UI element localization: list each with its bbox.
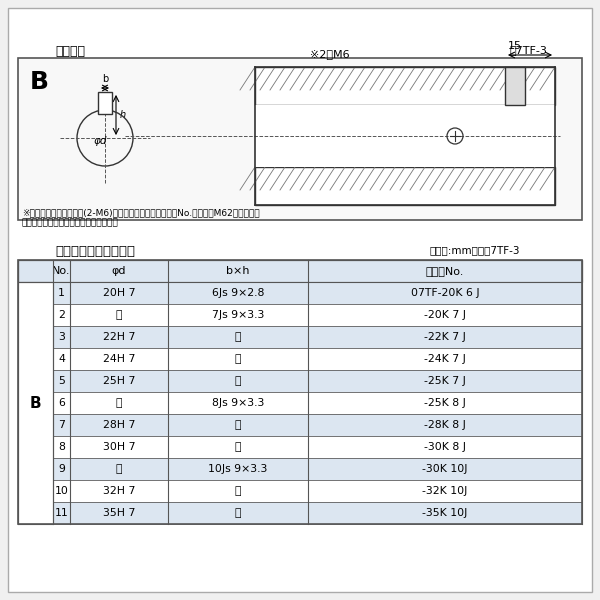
Text: 5: 5 [58,376,65,386]
Text: -35K 10J: -35K 10J [422,508,467,518]
Bar [53,458,582,480]
Text: 〃: 〃 [235,354,241,364]
Text: コードNo.: コードNo. [426,266,464,276]
Text: 30H 7: 30H 7 [103,442,135,452]
Text: 20H 7: 20H 7 [103,288,135,298]
Text: 10: 10 [55,486,68,496]
Text: 35H 7: 35H 7 [103,508,135,518]
Text: 32H 7: 32H 7 [103,486,135,496]
Text: φd: φd [93,136,107,146]
Text: 〃: 〃 [116,398,122,408]
Bar [53,348,582,370]
Bar [255,67,555,105]
Text: ※セットボルト用タップ(2-M6)が必要な場合は右記コードNo.の末尾にM62を付ける。: ※セットボルト用タップ(2-M6)が必要な場合は右記コードNo.の末尾にM62を… [22,208,260,217]
Text: -25K 7 J: -25K 7 J [424,376,466,386]
Bar [255,167,555,205]
Text: 〃: 〃 [235,376,241,386]
Bar [18,282,53,524]
Text: 図7TF-3: 図7TF-3 [510,45,548,55]
Text: -20K 7 J: -20K 7 J [424,310,466,320]
Text: -22K 7 J: -22K 7 J [424,332,466,342]
Text: 22H 7: 22H 7 [103,332,135,342]
Bar [53,326,582,348]
Text: B: B [30,70,49,94]
Bar [18,260,582,282]
Text: b: b [102,74,108,84]
Bar [505,67,525,105]
Bar [18,260,582,282]
Text: 〃: 〃 [235,486,241,496]
Text: 07TF-20K 6 J: 07TF-20K 6 J [410,288,479,298]
Bar [53,370,582,392]
Text: 9: 9 [58,464,65,474]
Bar [53,392,582,414]
Text: 3: 3 [58,332,65,342]
Text: 2: 2 [58,310,65,320]
Text: 10Js 9×3.3: 10Js 9×3.3 [208,464,268,474]
Text: 7Js 9×3.3: 7Js 9×3.3 [212,310,264,320]
Text: -25K 8 J: -25K 8 J [424,398,466,408]
Bar [53,480,582,502]
Bar [18,260,582,524]
Bar [18,58,582,220]
Text: 〃: 〃 [235,508,241,518]
Text: h: h [120,110,126,120]
Text: φd: φd [112,266,126,276]
Text: 6: 6 [58,398,65,408]
Text: 24H 7: 24H 7 [103,354,135,364]
Text: 8: 8 [58,442,65,452]
Text: 7: 7 [58,420,65,430]
Text: 〃: 〃 [235,420,241,430]
Text: No.: No. [52,266,71,276]
Text: 28H 7: 28H 7 [103,420,135,430]
Bar [53,502,582,524]
Bar [53,304,582,326]
Text: ※2－M6: ※2－M6 [310,49,350,59]
Text: （単位:mm）　表7TF-3: （単位:mm） 表7TF-3 [430,245,521,255]
Bar [98,92,112,114]
Text: -32K 10J: -32K 10J [422,486,467,496]
Text: 〃: 〃 [116,464,122,474]
Text: 〃: 〃 [235,332,241,342]
Text: 軸穴形状: 軸穴形状 [55,45,85,58]
Text: -30K 8 J: -30K 8 J [424,442,466,452]
Text: 1: 1 [58,288,65,298]
Bar [53,436,582,458]
Text: 15: 15 [508,41,522,51]
Text: 25H 7: 25H 7 [103,376,135,386]
Text: 8Js 9×3.3: 8Js 9×3.3 [212,398,264,408]
Text: 4: 4 [58,354,65,364]
Text: 軸穴形状コードー覧表: 軸穴形状コードー覧表 [55,245,135,258]
Text: -24K 7 J: -24K 7 J [424,354,466,364]
Text: B: B [29,395,41,410]
Text: 6Js 9×2.8: 6Js 9×2.8 [212,288,264,298]
Bar [53,282,582,304]
Text: 11: 11 [55,508,68,518]
Bar [53,414,582,436]
Text: b×h: b×h [226,266,250,276]
Text: -30K 10J: -30K 10J [422,464,468,474]
Text: 〃: 〃 [235,442,241,452]
Text: 〃: 〃 [116,310,122,320]
Bar [255,105,555,167]
Text: -28K 8 J: -28K 8 J [424,420,466,430]
Text: （セットボルトは付属されています。）: （セットボルトは付属されています。） [22,218,119,227]
